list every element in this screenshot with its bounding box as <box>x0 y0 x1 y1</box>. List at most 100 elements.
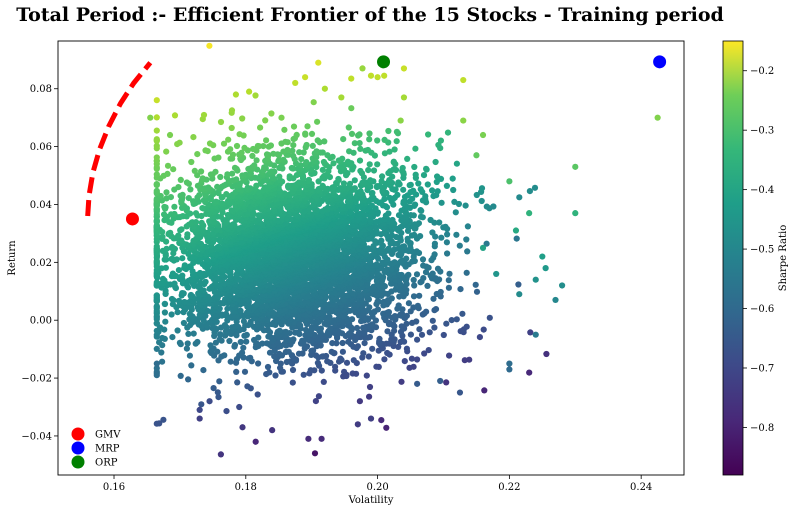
portfolio-point <box>323 352 330 360</box>
portfolio-point <box>446 270 453 277</box>
portfolio-point <box>339 348 346 355</box>
portfolio-point <box>384 349 391 357</box>
portfolio-point <box>162 264 169 271</box>
portfolio-point <box>276 327 283 334</box>
portfolio-point <box>405 271 412 278</box>
portfolio-point <box>184 340 191 347</box>
portfolio-point <box>464 248 471 255</box>
portfolio-point <box>285 182 292 189</box>
portfolio-point <box>366 383 374 391</box>
portfolio-point <box>440 331 447 339</box>
portfolio-point <box>426 329 433 336</box>
portfolio-point <box>153 187 160 194</box>
portfolio-point <box>438 199 445 206</box>
portfolio-point <box>412 171 419 178</box>
portfolio-point <box>425 347 432 354</box>
portfolio-point <box>226 337 233 345</box>
portfolio-point <box>407 181 414 188</box>
portfolio-point <box>169 255 176 263</box>
portfolio-point <box>483 203 490 210</box>
portfolio-point <box>376 335 383 342</box>
portfolio-point <box>353 324 361 332</box>
portfolio-point <box>161 309 168 316</box>
portfolio-point <box>516 194 523 201</box>
portfolio-point <box>412 201 419 208</box>
portfolio-point <box>355 329 363 336</box>
portfolio-point <box>196 192 203 199</box>
portfolio-point <box>366 393 373 400</box>
portfolio-point <box>200 367 207 374</box>
portfolio-point <box>174 327 181 334</box>
portfolio-point <box>527 329 534 336</box>
portfolio-point <box>240 344 247 351</box>
portfolio-point <box>187 186 194 193</box>
portfolio-point <box>183 345 190 352</box>
portfolio-point <box>216 378 223 385</box>
portfolio-point <box>366 333 373 341</box>
portfolio-point <box>300 371 307 378</box>
portfolio-point <box>463 269 470 276</box>
portfolio-point <box>531 184 539 191</box>
portfolio-point <box>403 320 410 327</box>
portfolio-point <box>349 370 356 377</box>
portfolio-point <box>431 240 438 247</box>
portfolio-point <box>391 259 398 266</box>
portfolio-point <box>480 326 487 333</box>
portfolio-point <box>463 236 470 243</box>
portfolio-point <box>272 372 279 379</box>
portfolio-point <box>411 231 418 238</box>
portfolio-point <box>363 372 370 379</box>
portfolio-point <box>443 379 450 386</box>
portfolio-point <box>179 290 186 297</box>
portfolio-point <box>343 359 351 366</box>
portfolio-point <box>217 451 224 458</box>
portfolio-point <box>183 179 190 186</box>
portfolio-point <box>161 300 168 307</box>
portfolio-point <box>175 184 182 191</box>
portfolio-point <box>326 313 333 320</box>
portfolio-point <box>452 209 459 216</box>
portfolio-point <box>192 210 200 217</box>
portfolio-point <box>405 300 412 307</box>
portfolio-point <box>160 416 167 423</box>
portfolio-point <box>369 345 376 352</box>
portfolio-point <box>360 350 367 357</box>
portfolio-point <box>399 306 406 313</box>
portfolio-point <box>383 424 390 431</box>
portfolio-point <box>449 175 456 182</box>
portfolio-point <box>214 389 221 396</box>
portfolio-point <box>215 394 222 401</box>
portfolio-point <box>445 284 452 291</box>
portfolio-point <box>403 345 410 352</box>
portfolio-point <box>476 334 483 341</box>
portfolio-point <box>176 339 183 346</box>
portfolio-point <box>335 175 342 183</box>
portfolio-point <box>170 166 177 173</box>
portfolio-point <box>314 359 321 366</box>
portfolio-point <box>390 166 397 173</box>
portfolio-point <box>232 323 239 330</box>
portfolio-point <box>339 339 346 347</box>
portfolio-point <box>289 366 297 374</box>
portfolio-point <box>244 383 251 390</box>
portfolio-scatter-cloud <box>153 42 550 458</box>
portfolio-point <box>478 185 486 192</box>
portfolio-point <box>202 312 209 319</box>
portfolio-point <box>198 219 205 226</box>
portfolio-point <box>349 316 356 323</box>
portfolio-point <box>414 356 421 363</box>
portfolio-point <box>324 358 331 365</box>
portfolio-point <box>171 203 178 210</box>
portfolio-point <box>310 347 317 354</box>
portfolio-point <box>526 188 534 195</box>
portfolio-point <box>307 367 314 374</box>
portfolio-point <box>378 237 385 244</box>
portfolio-point <box>159 358 166 365</box>
portfolio-point <box>356 398 363 405</box>
portfolio-point <box>266 369 273 376</box>
portfolio-point <box>399 337 406 344</box>
portfolio-point <box>162 318 169 325</box>
portfolio-point <box>277 360 284 367</box>
portfolio-point <box>413 248 420 255</box>
portfolio-point <box>263 340 270 347</box>
